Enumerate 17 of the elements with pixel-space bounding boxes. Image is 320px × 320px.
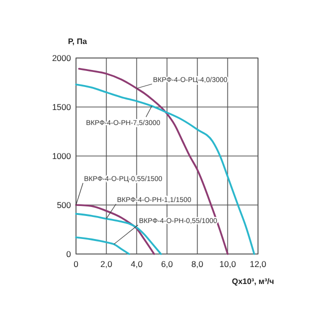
x-tick-label: 10,0 [219,259,236,269]
y-axis-title: P, Па [68,37,88,46]
x-tick-label: 12,0 [250,259,267,269]
y-tick-label: 0 [66,249,72,259]
y-tick-label: 2000 [52,53,72,63]
y-tick-label: 1000 [52,151,72,161]
line-series [75,236,130,255]
x-tick-label: 2,0 [100,259,113,269]
x-tick-label: 0 [74,259,79,269]
y-tick-label: 500 [56,200,72,210]
x-tick-label: 8,0 [191,259,204,269]
x-tick-label: 4,0 [130,259,143,269]
y-tick-label: 1500 [52,102,72,112]
x-tick-label: 6,0 [161,259,174,269]
x-axis-title: Qx10³, м³/ч [232,277,274,286]
line-series [75,84,256,255]
line-series [78,68,229,255]
